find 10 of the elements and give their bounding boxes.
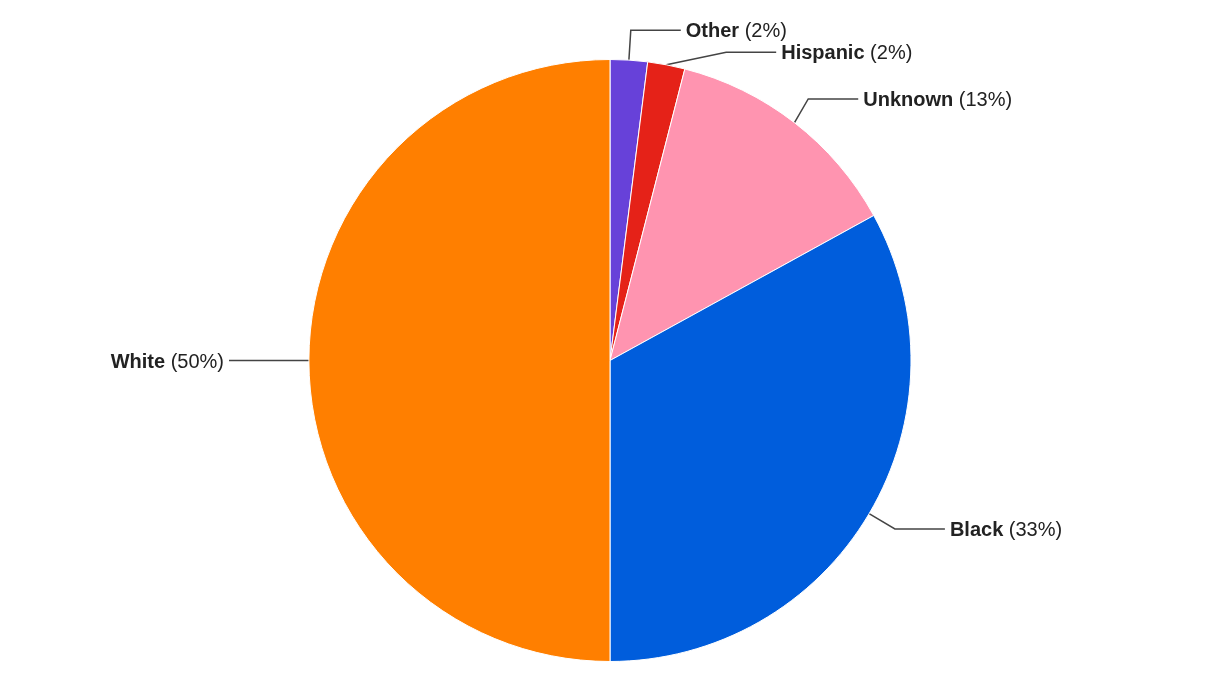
data-label: (33%) xyxy=(1003,517,1063,540)
slice-label: Unknown xyxy=(863,87,954,110)
data-label: (2%) xyxy=(739,19,787,42)
slice-label: Hispanic xyxy=(781,41,865,64)
data-label: (2%) xyxy=(864,41,913,64)
slice-label: Black xyxy=(949,517,1005,540)
slice-label: Other xyxy=(685,19,740,42)
data-label: (50%) xyxy=(165,349,224,372)
slice-label: White xyxy=(110,349,166,372)
data-label: (13%) xyxy=(953,87,1013,110)
